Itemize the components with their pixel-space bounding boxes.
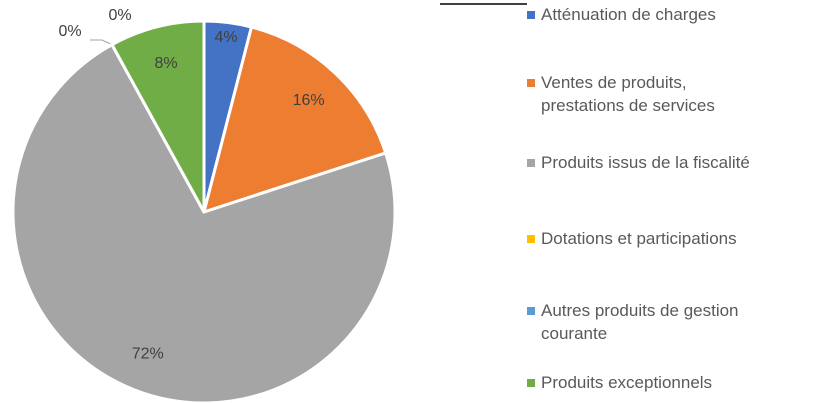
pie-slice	[109, 19, 206, 213]
legend-label: Dotations et participations	[541, 229, 737, 248]
legend-label: Produits issus de la fiscalité	[541, 153, 750, 172]
pie-slice	[201, 25, 388, 215]
legend-item: Produits exceptionnels	[527, 371, 712, 394]
data-label: 4%	[214, 29, 237, 46]
legend-swatch	[527, 11, 535, 19]
legend-swatch	[527, 307, 535, 315]
legend-swatch	[527, 79, 535, 87]
legend-label: Ventes de produits, prestations de servi…	[541, 73, 715, 115]
data-label: 72%	[132, 345, 164, 362]
pie-slice	[11, 42, 397, 403]
legend-item: Ventes de produits, prestations de servi…	[527, 71, 756, 117]
legend-swatch	[527, 235, 535, 243]
data-label: 0%	[58, 23, 81, 40]
legend-swatch	[527, 379, 535, 387]
legend-label: Atténuation de charges	[541, 5, 716, 24]
leader-line	[90, 39, 113, 46]
data-label: 16%	[293, 92, 325, 109]
legend-item: Autres produits de gestion courante	[527, 299, 801, 345]
legend-label: Produits exceptionnels	[541, 373, 713, 392]
data-label: 0%	[108, 7, 131, 24]
data-label: 8%	[154, 55, 177, 72]
legend-item: Produits issus de la fiscalité	[527, 151, 750, 174]
legend-item: Dotations et participations	[527, 227, 737, 250]
legend-item: Atténuation de charges	[527, 3, 716, 26]
legend-label: Autres produits de gestion courante	[541, 301, 739, 343]
legend-swatch	[527, 159, 535, 167]
